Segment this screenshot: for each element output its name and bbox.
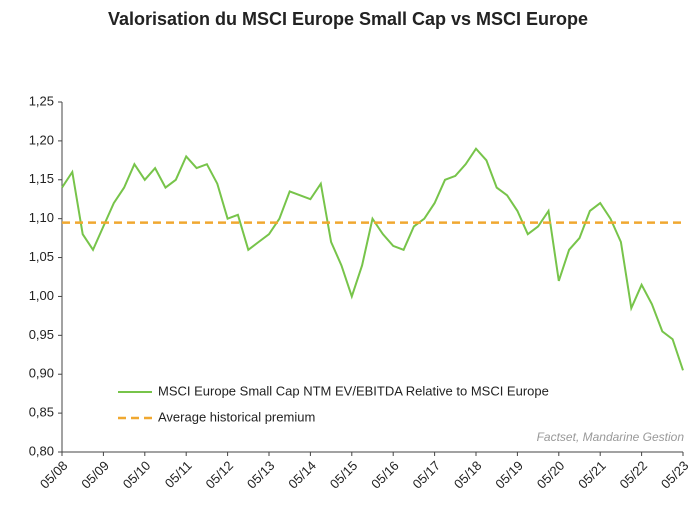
x-tick-label: 05/09 — [78, 458, 112, 492]
x-tick-label: 05/08 — [37, 458, 71, 492]
y-tick-label: 1,05 — [29, 249, 54, 264]
legend-label: Average historical premium — [158, 409, 315, 424]
x-tick-label: 05/19 — [492, 458, 526, 492]
x-tick-label: 05/12 — [203, 458, 237, 492]
x-tick-label: 05/11 — [162, 458, 195, 491]
x-tick-label: 05/15 — [327, 458, 361, 492]
y-tick-label: 1,20 — [29, 132, 54, 147]
y-tick-label: 0,95 — [29, 327, 54, 342]
data-line — [61, 147, 684, 371]
chart-title: Valorisation du MSCI Europe Small Cap vs… — [108, 9, 588, 29]
x-tick-label: 05/13 — [244, 458, 278, 492]
y-tick-label: 1,25 — [29, 93, 54, 108]
x-tick-label: 05/20 — [534, 458, 568, 492]
x-tick-label: 05/16 — [368, 458, 402, 492]
y-tick-label: 1,00 — [29, 288, 54, 303]
x-tick-label: 05/18 — [451, 458, 485, 492]
y-tick-label: 0,80 — [29, 443, 54, 458]
x-tick-label: 05/17 — [410, 458, 444, 492]
x-tick-label: 05/14 — [285, 458, 319, 492]
x-tick-label: 05/23 — [658, 458, 692, 492]
y-tick-label: 0,85 — [29, 405, 54, 420]
y-tick-label: 1,10 — [29, 210, 54, 225]
x-tick-label: 05/22 — [617, 458, 651, 492]
y-tick-label: 0,90 — [29, 366, 54, 381]
x-tick-label: 05/21 — [575, 458, 609, 492]
y-tick-label: 1,15 — [29, 171, 54, 186]
x-tick-label: 05/10 — [120, 458, 154, 492]
source-note: Factset, Mandarine Gestion — [537, 430, 685, 444]
legend-label: MSCI Europe Small Cap NTM EV/EBITDA Rela… — [158, 383, 549, 398]
